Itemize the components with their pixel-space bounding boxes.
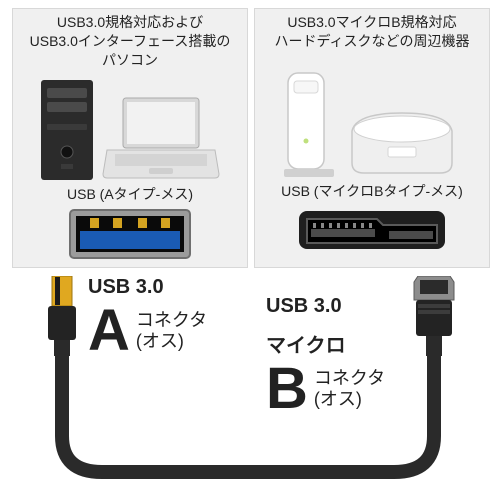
usb-a-male-plug-icon: [42, 276, 82, 356]
panel-right-line2: ハードディスクなどの周辺機器: [257, 32, 487, 51]
letter-a: A: [88, 302, 130, 360]
letter-b: B: [266, 360, 308, 418]
usb-b-title-2: マイクロ: [266, 335, 346, 357]
usb-a-female-port: [13, 208, 247, 260]
connector-b-labels: USB 3.0 マイクロ B コネクタ (オス): [266, 276, 406, 418]
external-hdd-upright-icon: [282, 69, 336, 179]
panel-left-devices: [13, 70, 247, 182]
panel-usb-a: USB3.0規格対応および USB3.0インターフェース搭載の パソコン USB…: [12, 8, 248, 268]
laptop-icon: [101, 96, 221, 182]
sub-a: コネクタ (オス): [136, 310, 207, 351]
panel-micro-b: USB3.0マイクロB規格対応 ハードディスクなどの周辺機器 USB (マイクロ…: [254, 8, 490, 268]
panel-right-devices: [255, 51, 489, 179]
usb-microb-female-port: [255, 205, 489, 255]
panel-right-desc: USB3.0マイクロB規格対応 ハードディスクなどの周辺機器: [255, 9, 489, 51]
port-label-a: USB (Aタイプ-メス): [13, 184, 247, 204]
panel-left-line3: パソコン: [15, 51, 245, 70]
sub-a-1: コネクタ: [136, 310, 207, 331]
usb-b-title-1: USB 3.0: [266, 295, 342, 317]
panel-left-desc: USB3.0規格対応および USB3.0インターフェース搭載の パソコン: [13, 9, 247, 70]
usb-microb-male-plug-icon: [410, 276, 458, 356]
panel-left-line1: USB3.0規格対応および: [15, 13, 245, 32]
sub-a-2: (オス): [136, 331, 207, 352]
cable-diagram: USB 3.0 A コネクタ (オス) USB 3.0 マイクロ B コネクタ …: [12, 276, 490, 492]
sub-b: コネクタ (オス): [314, 368, 385, 409]
sub-b-2: (オス): [314, 389, 385, 410]
usb-b-title: USB 3.0 マイクロ: [266, 276, 406, 356]
desktop-tower-icon: [39, 78, 95, 182]
sub-b-1: コネクタ: [314, 368, 385, 389]
panel-left-line2: USB3.0インターフェース搭載の: [15, 32, 245, 51]
port-label-microb: USB (マイクロBタイプ-メス): [255, 181, 489, 201]
panel-right-line1: USB3.0マイクロB規格対応: [257, 13, 487, 32]
portable-hdd-icon: [342, 109, 462, 179]
